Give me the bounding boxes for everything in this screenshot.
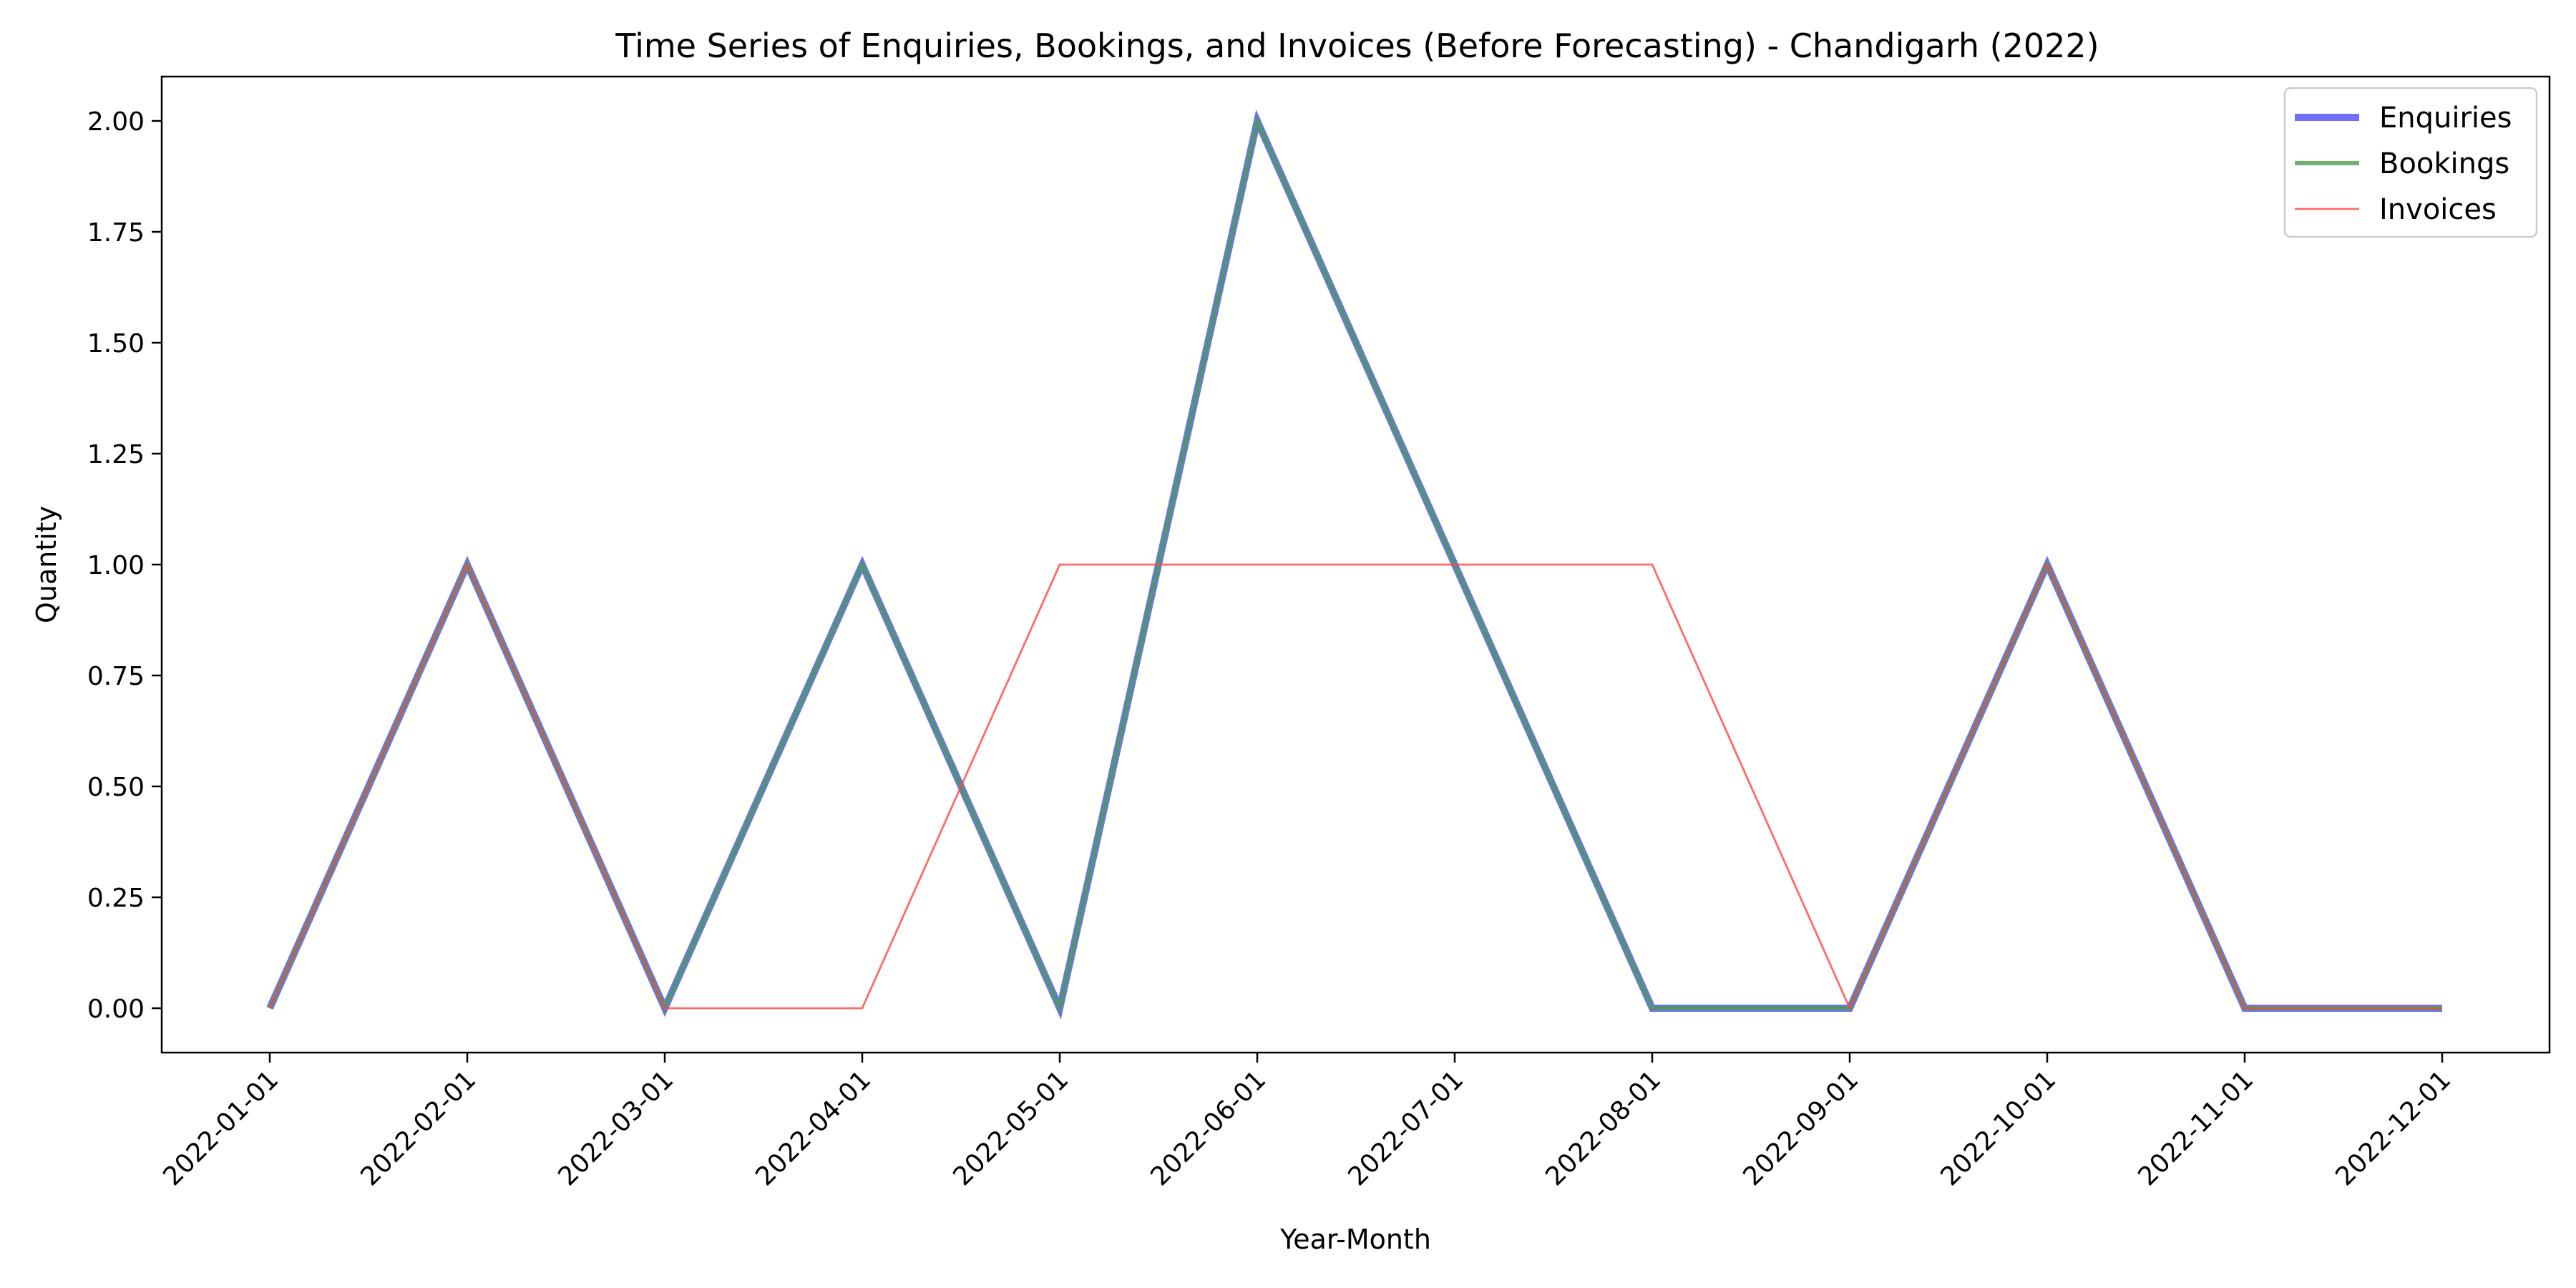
x-tick-label: 2022-11-01 — [2132, 1065, 2259, 1191]
x-axis-label: Year-Month — [1279, 1224, 1431, 1255]
y-tick-label: 1.75 — [87, 218, 145, 248]
y-axis-ticks: 0.00 0.25 0.50 0.75 1.00 1.25 1.50 1.75 2.00 — [87, 107, 162, 1024]
x-tick-label: 2022-07-01 — [1342, 1065, 1469, 1191]
legend-label-invoices: Invoices — [2379, 193, 2497, 226]
x-tick-label: 2022-10-01 — [1935, 1065, 2062, 1191]
x-tick-label: 2022-01-01 — [157, 1065, 284, 1191]
y-tick-label: 1.50 — [87, 329, 145, 358]
x-tick-label: 2022-06-01 — [1145, 1065, 1272, 1191]
y-axis-label: Quantity — [31, 506, 62, 623]
y-tick-label: 0.50 — [87, 773, 145, 802]
series-lines — [266, 109, 2442, 1020]
legend-frame — [2283, 87, 2538, 238]
y-tick-label: 1.25 — [87, 440, 145, 469]
x-tick-label: 2022-04-01 — [750, 1065, 877, 1191]
x-tick-label: 2022-08-01 — [1540, 1065, 1667, 1191]
x-tick-label: 2022-12-01 — [2330, 1065, 2457, 1191]
y-tick-label: 0.00 — [87, 995, 145, 1024]
x-tick-label: 2022-09-01 — [1737, 1065, 1864, 1191]
x-tick-label: 2022-03-01 — [552, 1065, 679, 1191]
series-line-invoices — [268, 562, 2442, 1011]
x-tick-label: 2022-02-01 — [355, 1065, 482, 1191]
legend: Enquiries Bookings Invoices — [2283, 87, 2538, 238]
legend-label-enquiries: Enquiries — [2379, 102, 2512, 135]
chart-title: Time Series of Enquiries, Bookings, and … — [615, 26, 2099, 65]
y-tick-label: 1.00 — [87, 551, 145, 580]
x-tick-label: 2022-05-01 — [947, 1065, 1074, 1191]
y-tick-label: 0.25 — [87, 884, 145, 913]
x-axis-ticks: 2022-01-01 2022-02-01 2022-03-01 2022-04-01… — [157, 1053, 2457, 1191]
legend-label-bookings: Bookings — [2379, 147, 2509, 180]
y-tick-label: 0.75 — [87, 662, 145, 691]
y-tick-label: 2.00 — [87, 107, 145, 137]
